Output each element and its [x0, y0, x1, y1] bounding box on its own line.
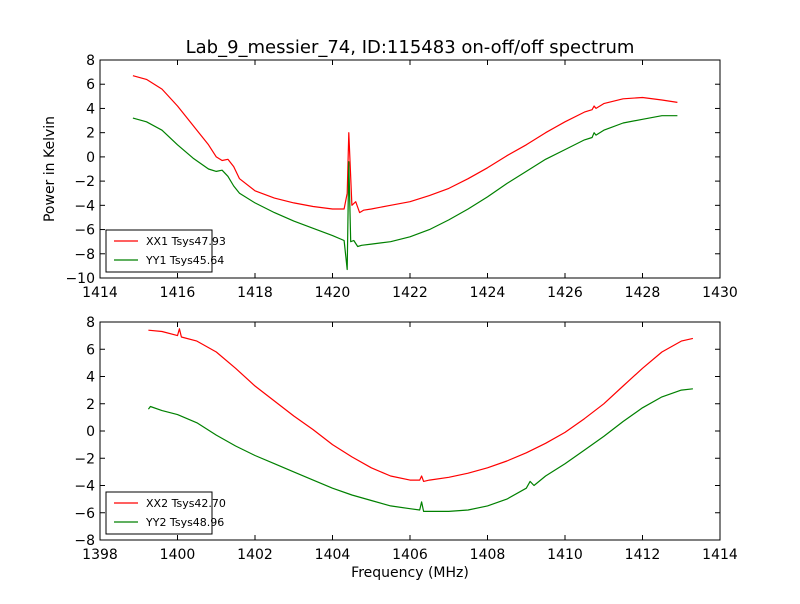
y-tick-label: −8	[74, 247, 95, 263]
y-tick-label: 4	[86, 370, 95, 386]
y-tick-label: −10	[65, 271, 95, 287]
x-tick-label: 1420	[315, 285, 351, 301]
y-tick-label: 6	[86, 77, 95, 93]
y-tick-label: −6	[74, 506, 95, 522]
x-tick-label: 1402	[237, 547, 273, 563]
bottom-plot: 1398 1400 1402 1404 1406 1408 1410 1412 1414 −8 −6…	[74, 315, 738, 563]
y-tick-label: 2	[86, 397, 95, 413]
y-tick-label: 0	[86, 150, 95, 166]
y-tick-label: 8	[86, 53, 95, 69]
y-tick-label: −4	[74, 479, 95, 495]
x-tick-label: 1412	[625, 547, 661, 563]
y-tick-label: −2	[74, 174, 95, 190]
legend-label: XX2 Tsys42.70	[146, 497, 226, 510]
x-tick-label: 1398	[82, 547, 118, 563]
legend-label: XX1 Tsys47.93	[146, 235, 226, 248]
y-tick-label: 4	[86, 101, 95, 117]
x-tick-label: 1416	[160, 285, 196, 301]
y-tick-label: 0	[86, 424, 95, 440]
legend-label: YY1 Tsys45.64	[145, 254, 224, 267]
chart-title: Lab_9_messier_74, ID:115483 on-off/off s…	[186, 37, 635, 58]
x-tick-label: 1422	[392, 285, 428, 301]
x-tick-label: 1408	[470, 547, 506, 563]
y-tick-label: −2	[74, 451, 95, 467]
y-tick-label: −8	[74, 533, 95, 549]
series-line-1	[148, 328, 694, 482]
legend-box	[105, 491, 213, 535]
x-tick-label: 1404	[315, 547, 351, 563]
legend-label: YY2 Tsys48.96	[145, 516, 224, 529]
x-tick-label: 1406	[392, 547, 428, 563]
y-tick-label: 8	[86, 315, 95, 331]
y-axis-label: Power in Kelvin	[42, 116, 58, 222]
y-tick-label: 6	[86, 342, 95, 358]
y-tick-label: −4	[74, 198, 95, 214]
x-tick-label: 1414	[702, 547, 738, 563]
y-tick-label: −6	[74, 223, 95, 239]
top-plot: 1414 1416 1418 1420 1422 1424 1426 1428 1430 −10 −…	[65, 53, 737, 301]
x-axis-label: Frequency (MHz)	[351, 565, 469, 581]
x-tick-label: 1410	[547, 547, 583, 563]
x-tick-label: 1418	[237, 285, 273, 301]
legend-box	[105, 229, 213, 273]
x-tick-label: 1428	[625, 285, 661, 301]
x-tick-label: 1430	[702, 285, 738, 301]
y-tick-label: 2	[86, 126, 95, 142]
x-tick-label: 1414	[82, 285, 118, 301]
x-tick-label: 1400	[160, 547, 196, 563]
series-line-2	[132, 115, 678, 271]
series-line-2	[147, 388, 693, 512]
x-tick-label: 1426	[547, 285, 583, 301]
x-tick-label: 1424	[470, 285, 506, 301]
series-line-1	[132, 75, 678, 214]
